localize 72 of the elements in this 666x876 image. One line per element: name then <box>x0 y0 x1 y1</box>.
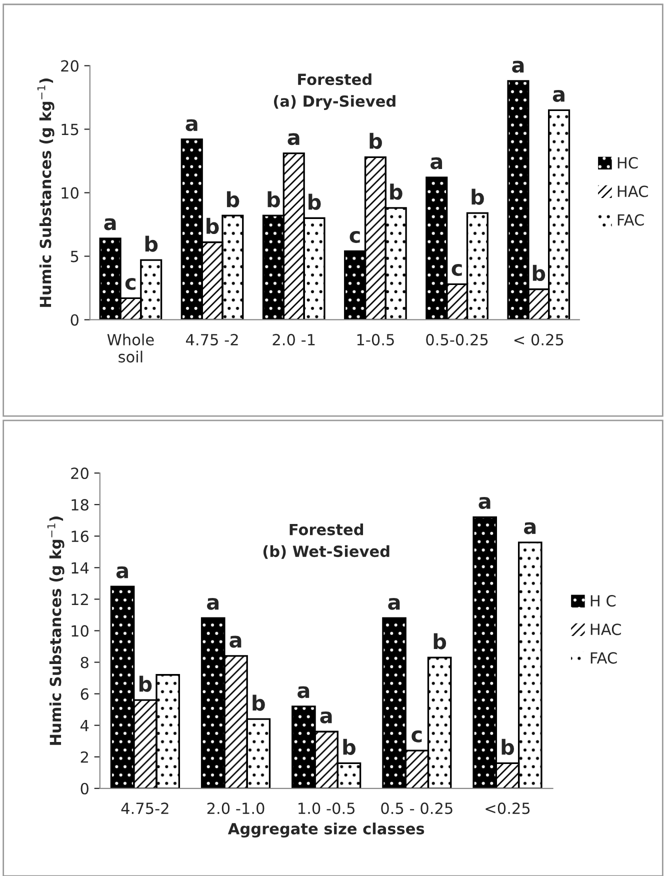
data-label: a <box>552 90 564 102</box>
y-tick-label: 5 <box>70 250 78 262</box>
y-tick-label: 12 <box>72 594 88 605</box>
data-label: a <box>288 133 300 146</box>
x-tick-label: 2.0 -1 <box>272 334 315 346</box>
x-tick-label: < 0.25 <box>514 334 564 346</box>
data-label: b <box>434 633 446 650</box>
data-label: c <box>412 730 422 742</box>
x-tick-label: 0.5-0.25 <box>426 334 488 346</box>
data-label: b <box>139 676 152 692</box>
x-tick-label: 0.5 - 0.25 <box>381 802 452 814</box>
x-tick-label: Whole soil <box>107 334 154 363</box>
y-tick-label: 8 <box>80 656 88 668</box>
y-tick-label: 2 <box>80 751 88 763</box>
data-label: a <box>116 566 128 578</box>
text: (b) Wet-Sieved <box>263 545 390 559</box>
data-label: a <box>104 218 116 230</box>
y-axis-title: Humic Substances (g kg$^{−1}$) <box>47 516 64 745</box>
data-label: b <box>532 264 546 282</box>
y-tick-label: 18 <box>72 499 88 511</box>
data-label: b <box>268 191 280 208</box>
data-label: b <box>206 218 219 234</box>
y-tick-label: 0 <box>80 782 88 794</box>
legend-label: H C <box>590 595 616 607</box>
data-label: a <box>186 119 198 132</box>
data-label: c <box>452 264 462 276</box>
y-tick-label: 0 <box>70 314 78 326</box>
data-label: a <box>388 598 400 610</box>
data-label: b <box>472 188 484 205</box>
legend-label: HC <box>618 157 638 169</box>
data-label: b <box>145 236 158 252</box>
data-label: a <box>478 497 490 509</box>
y-tick-label: 4 <box>80 720 89 732</box>
data-label: b <box>390 184 402 200</box>
data-label: a <box>524 522 536 534</box>
x-tick-label: 1-0.5 <box>357 334 394 346</box>
y-tick-label: 10 <box>72 625 88 637</box>
x-tick-label: 1.0 -0.5 <box>298 802 354 814</box>
data-label: a <box>230 636 242 648</box>
y-tick-label: 15 <box>62 124 78 136</box>
chart-title: Forested <box>298 73 372 86</box>
data-label: b <box>252 694 265 711</box>
x-tick-label: <0.25 <box>486 802 530 814</box>
x-tick-label: 2.0 -1.0 <box>207 802 264 814</box>
legend-label: HAC <box>618 186 648 198</box>
text: (a) Dry-Sieved <box>274 95 396 110</box>
x-tick-label: 4.75 -2 <box>186 334 238 346</box>
y-axis-title: Humic Substances (g kg$^{−1}$) <box>37 78 54 307</box>
y-tick-label: 6 <box>80 688 89 700</box>
legend-label: FAC <box>590 652 617 664</box>
data-label: b <box>370 132 382 149</box>
legend-label: HAC <box>590 624 621 636</box>
x-tick-label: 4.75-2 <box>121 802 168 814</box>
data-label: b <box>343 738 356 755</box>
legend-label: FAC <box>618 214 644 226</box>
data-label: a <box>512 60 524 73</box>
text: Forested <box>290 524 364 536</box>
data-label: b <box>502 738 514 755</box>
y-tick-label: 10 <box>62 187 78 199</box>
data-label: a <box>430 157 442 170</box>
y-tick-label: 20 <box>61 60 78 72</box>
data-label: a <box>320 711 332 724</box>
data-label: b <box>308 194 321 210</box>
y-tick-label: 20 <box>71 468 88 480</box>
data-label: a <box>206 598 219 610</box>
data-label: a <box>298 686 310 698</box>
data-label: c <box>350 230 360 243</box>
data-label: b <box>226 191 240 208</box>
y-tick-label: 14 <box>72 562 89 574</box>
y-tick-label: 16 <box>72 530 89 542</box>
x-axis-title: Aggregate size classes <box>228 822 424 838</box>
data-label: c <box>125 278 136 290</box>
